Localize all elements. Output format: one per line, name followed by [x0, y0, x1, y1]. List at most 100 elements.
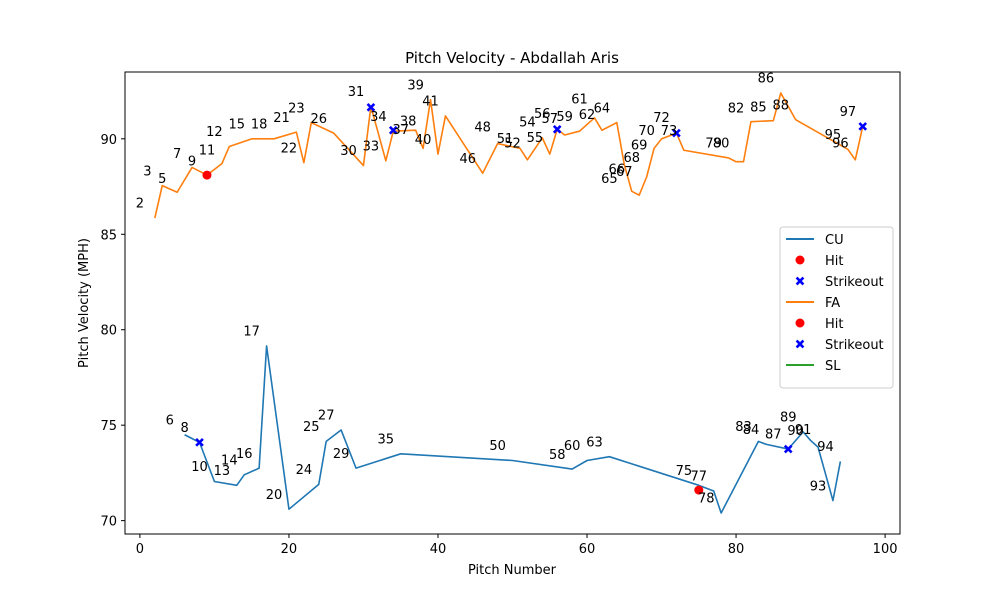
cu-series-line	[184, 345, 842, 514]
cu-strikeout-marker-stroke-b	[195, 438, 204, 447]
pitch-number-label: 84	[743, 423, 760, 438]
pitch-number-label: 27	[318, 409, 335, 424]
pitch-number-label: 37	[392, 123, 409, 138]
pitch-number-label: 17	[243, 325, 260, 340]
y-tick-label: 85	[100, 228, 117, 243]
pitch-number-label: 78	[698, 492, 715, 507]
y-tick-label: 75	[100, 419, 117, 434]
pitch-number-label: 40	[415, 133, 432, 148]
pitch-number-label: 55	[527, 131, 544, 146]
pitch-number-label: 85	[750, 100, 767, 115]
legend-box	[779, 226, 894, 389]
legend-hit-swatch	[795, 318, 805, 328]
pitch-number-label: 52	[504, 137, 521, 152]
pitch-number-label: 66	[609, 162, 626, 177]
pitch-number-label: 80	[713, 137, 730, 152]
legend-label: Strikeout	[825, 338, 884, 353]
y-axis: 70 75 80 85 90	[100, 133, 125, 530]
pitch-number-label: 97	[840, 105, 857, 120]
pitch-number-label: 67	[616, 165, 633, 180]
pitch-number-label: 93	[810, 479, 827, 494]
pitch-number-label: 10	[191, 460, 208, 475]
pitch-number-label: 11	[199, 143, 216, 158]
legend-label: FA	[825, 296, 840, 311]
legend-strikeout-swatch	[795, 276, 805, 286]
pitch-number-label: 94	[817, 440, 834, 455]
fa-strikeout-marker	[366, 102, 376, 112]
legend-strikeout-swatch-stroke-b	[795, 339, 805, 349]
legend-label: Hit	[825, 317, 843, 332]
pitch-number-label: 64	[594, 101, 611, 116]
pitch-number-label: 65	[601, 172, 618, 187]
chart-title: Pitch Velocity - Abdallah Aris	[405, 49, 619, 67]
pitch-number-label: 58	[549, 448, 566, 463]
legend-strikeout-swatch-stroke-b	[795, 276, 805, 286]
pitch-number-label: 2	[136, 197, 144, 212]
pitch-number-label: 22	[281, 141, 298, 156]
pitch-number-label: 15	[229, 118, 246, 133]
x-tick-label: 40	[430, 542, 447, 557]
y-axis-label: Pitch Velocity (MPH)	[77, 238, 92, 368]
pitch-number-label: 18	[251, 118, 268, 133]
pitch-number-label: 56	[534, 107, 551, 122]
pitch-number-label: 7	[173, 147, 181, 162]
cu-hit-marker	[694, 485, 704, 495]
pitch-number-label: 69	[631, 139, 648, 154]
fa-strikeout-marker-stroke-b	[672, 128, 681, 138]
fa-hit-marker	[202, 170, 212, 180]
legend-hit-swatch	[795, 255, 805, 265]
pitch-number-label: 29	[333, 447, 350, 462]
pitch-number-label: 23	[288, 101, 305, 116]
fa-strikeout-marker	[552, 124, 562, 134]
x-axis-label: Pitch Number	[468, 563, 557, 578]
pitch-number-label: 54	[519, 116, 536, 131]
pitch-number-label: 26	[310, 112, 327, 127]
pitch-number-label: 60	[564, 439, 581, 454]
y-tick-label: 70	[100, 515, 117, 530]
fa-strikeout-marker	[858, 122, 868, 131]
pitch-number-label: 12	[206, 125, 223, 140]
pitch-number-label: 24	[296, 463, 313, 478]
fa-strikeout-marker	[388, 125, 398, 135]
x-tick-label: 80	[728, 542, 745, 557]
pitch-number-label: 88	[772, 98, 789, 113]
axes-frame	[124, 71, 901, 535]
pitch-number-label: 70	[638, 124, 655, 139]
pitch-number-label: 8	[180, 421, 188, 436]
legend: CU Hit Strikeout FA Hit Strikeout SL	[779, 226, 894, 389]
pitch-number-label: 63	[586, 435, 603, 450]
pitch-number-label: 83	[735, 420, 752, 435]
pitch-number-label: 31	[348, 85, 365, 100]
y-tick-label: 90	[100, 133, 117, 148]
pitch-number-label: 6	[166, 413, 174, 428]
x-axis: 0 20 40 60 80 100	[136, 534, 898, 557]
pitch-number-label: 39	[407, 78, 424, 93]
legend-label: Strikeout	[825, 275, 884, 290]
cu-strikeout-marker	[195, 438, 204, 447]
pitch-number-label: 90	[787, 424, 804, 439]
pitch-number-label: 82	[728, 101, 745, 116]
pitch-number-label: 20	[266, 488, 283, 503]
fa-strikeout-marker-stroke-b	[366, 102, 376, 112]
pitch-number-label: 96	[832, 137, 849, 152]
pitch-number-label: 95	[825, 128, 842, 143]
pitch-number-label: 72	[653, 111, 670, 126]
pitch-number-label: 35	[378, 433, 395, 448]
pitch-number-label: 30	[340, 144, 357, 159]
pitch-number-label: 5	[158, 172, 166, 187]
pitch-number-label: 86	[758, 72, 775, 87]
pitch-number-label: 75	[676, 464, 693, 479]
fa-strikeout-marker-stroke-b	[388, 125, 398, 135]
fa-strikeout-marker	[672, 128, 681, 138]
pitch-number-label: 77	[691, 470, 708, 485]
pitch-number-label: 89	[780, 411, 797, 426]
x-tick-label: 20	[281, 542, 298, 557]
pitch-number-label: 41	[422, 95, 439, 110]
x-tick-label: 60	[579, 542, 596, 557]
legend-label: Hit	[825, 254, 843, 269]
fa-strikeout-marker-stroke-b	[552, 124, 562, 134]
pitch-number-label: 46	[460, 152, 477, 167]
pitch-number-label: 9	[188, 155, 196, 170]
